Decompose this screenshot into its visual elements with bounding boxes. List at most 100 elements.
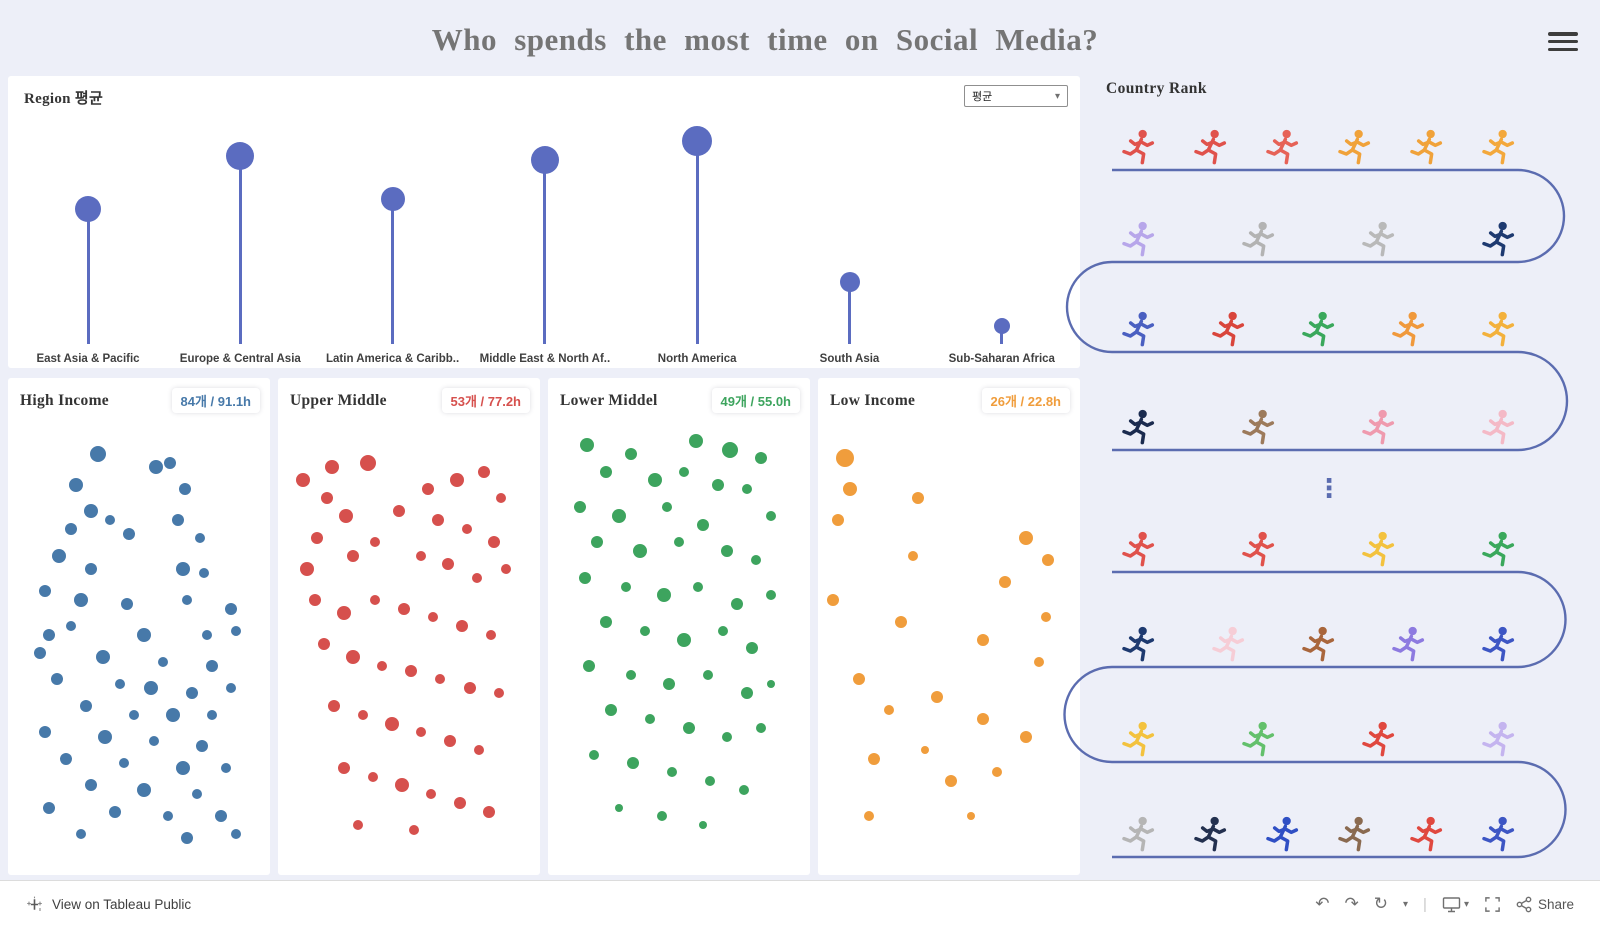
scatter-mark[interactable] xyxy=(482,805,495,818)
scatter-mark[interactable] xyxy=(627,757,640,770)
scatter-mark[interactable] xyxy=(717,625,728,636)
scatter-mark[interactable] xyxy=(435,674,446,685)
scatter-mark[interactable] xyxy=(408,824,419,835)
scatter-mark[interactable] xyxy=(766,679,775,688)
scatter-mark[interactable] xyxy=(699,821,708,830)
scatter-mark[interactable] xyxy=(705,776,716,787)
caret-down-icon[interactable]: ▾ xyxy=(1403,898,1409,910)
scatter-mark[interactable] xyxy=(676,632,691,647)
scatter-mark[interactable] xyxy=(620,581,631,592)
scatter-mark[interactable] xyxy=(84,562,97,575)
scatter-mark[interactable] xyxy=(339,508,354,523)
scatter-mark[interactable] xyxy=(920,746,929,755)
runner-icon[interactable] xyxy=(1298,623,1338,667)
share-button[interactable]: Share xyxy=(1516,896,1574,913)
scatter-mark[interactable] xyxy=(346,650,361,665)
scatter-mark[interactable] xyxy=(144,681,159,696)
scatter-mark[interactable] xyxy=(657,588,672,603)
runner-icon[interactable] xyxy=(1118,718,1158,762)
scatter-mark[interactable] xyxy=(573,500,586,513)
scatter-mark[interactable] xyxy=(463,682,476,695)
scatter-mark[interactable] xyxy=(500,563,511,574)
lollipop-mark[interactable] xyxy=(75,196,101,222)
scatter-mark[interactable] xyxy=(478,465,491,478)
scatter-mark[interactable] xyxy=(195,739,208,752)
scatter-mark[interactable] xyxy=(740,686,753,699)
scatter-mark[interactable] xyxy=(95,650,110,665)
scatter-mark[interactable] xyxy=(835,449,854,468)
scatter-mark[interactable] xyxy=(663,677,676,690)
scatter-mark[interactable] xyxy=(711,478,724,491)
scatter-mark[interactable] xyxy=(178,483,191,496)
scatter-mark[interactable] xyxy=(495,493,506,504)
scatter-mark[interactable] xyxy=(703,669,714,680)
runner-icon[interactable] xyxy=(1118,528,1158,572)
scatter-mark[interactable] xyxy=(930,691,943,704)
scatter-mark[interactable] xyxy=(377,661,388,672)
runner-icon[interactable] xyxy=(1358,528,1398,572)
scatter-mark[interactable] xyxy=(358,709,369,720)
aggregation-dropdown[interactable]: 평균 ▾ xyxy=(964,85,1068,107)
runner-icon[interactable] xyxy=(1478,623,1518,667)
runner-icon[interactable] xyxy=(1190,126,1230,170)
scatter-mark[interactable] xyxy=(230,625,241,636)
scatter-mark[interactable] xyxy=(976,633,989,646)
scatter-mark[interactable] xyxy=(765,510,776,521)
lollipop-stem[interactable] xyxy=(238,156,242,344)
scatter-mark[interactable] xyxy=(462,524,473,535)
scatter-mark[interactable] xyxy=(487,536,500,549)
scatter-mark[interactable] xyxy=(182,594,193,605)
scatter-mark[interactable] xyxy=(471,572,482,583)
runner-icon[interactable] xyxy=(1262,126,1302,170)
runner-icon[interactable] xyxy=(1118,623,1158,667)
scatter-mark[interactable] xyxy=(324,460,339,475)
scatter-mark[interactable] xyxy=(52,548,67,563)
scatter-mark[interactable] xyxy=(201,630,212,641)
scatter-mark[interactable] xyxy=(66,621,77,632)
runner-icon[interactable] xyxy=(1478,308,1518,352)
scatter-mark[interactable] xyxy=(666,767,677,778)
scatter-mark[interactable] xyxy=(688,433,703,448)
scatter-mark[interactable] xyxy=(640,625,651,636)
runner-icon[interactable] xyxy=(1118,218,1158,262)
lollipop-stem[interactable] xyxy=(848,282,851,344)
scatter-mark[interactable] xyxy=(583,660,596,673)
undo-button[interactable]: ↶ xyxy=(1315,893,1330,914)
scatter-mark[interactable] xyxy=(416,727,427,738)
scatter-mark[interactable] xyxy=(998,576,1011,589)
scatter-mark[interactable] xyxy=(38,726,51,739)
scatter-mark[interactable] xyxy=(453,797,466,810)
scatter-mark[interactable] xyxy=(83,504,98,519)
lollipop-mark[interactable] xyxy=(380,187,405,211)
scatter-mark[interactable] xyxy=(98,729,113,744)
runner-icon[interactable] xyxy=(1388,623,1428,667)
scatter-mark[interactable] xyxy=(589,749,600,760)
scatter-mark[interactable] xyxy=(1020,730,1033,743)
lollipop-mark[interactable] xyxy=(993,318,1010,334)
view-on-tableau-public-link[interactable]: View on Tableau Public xyxy=(26,896,191,913)
scatter-mark[interactable] xyxy=(661,501,672,512)
runner-icon[interactable] xyxy=(1238,718,1278,762)
scatter-mark[interactable] xyxy=(186,686,199,699)
scatter-mark[interactable] xyxy=(697,518,710,531)
scatter-mark[interactable] xyxy=(600,615,613,628)
scatter-mark[interactable] xyxy=(43,801,56,814)
fullscreen-button[interactable] xyxy=(1484,896,1501,913)
scatter-mark[interactable] xyxy=(320,492,333,505)
scatter-mark[interactable] xyxy=(164,456,177,469)
lollipop-mark[interactable] xyxy=(530,146,559,174)
scatter-mark[interactable] xyxy=(911,492,924,505)
scatter-mark[interactable] xyxy=(129,709,140,720)
lollipop-mark[interactable] xyxy=(682,126,713,156)
scatter-mark[interactable] xyxy=(175,760,190,775)
scatter-mark[interactable] xyxy=(600,465,613,478)
scatter-mark[interactable] xyxy=(69,477,84,492)
runner-icon[interactable] xyxy=(1118,813,1158,857)
runner-icon[interactable] xyxy=(1118,406,1158,450)
scatter-mark[interactable] xyxy=(89,445,106,462)
runner-icon[interactable] xyxy=(1358,218,1398,262)
scatter-mark[interactable] xyxy=(205,660,218,673)
redo-button[interactable]: ↷ xyxy=(1344,893,1359,914)
scatter-mark[interactable] xyxy=(359,454,376,471)
runner-icon[interactable] xyxy=(1358,718,1398,762)
